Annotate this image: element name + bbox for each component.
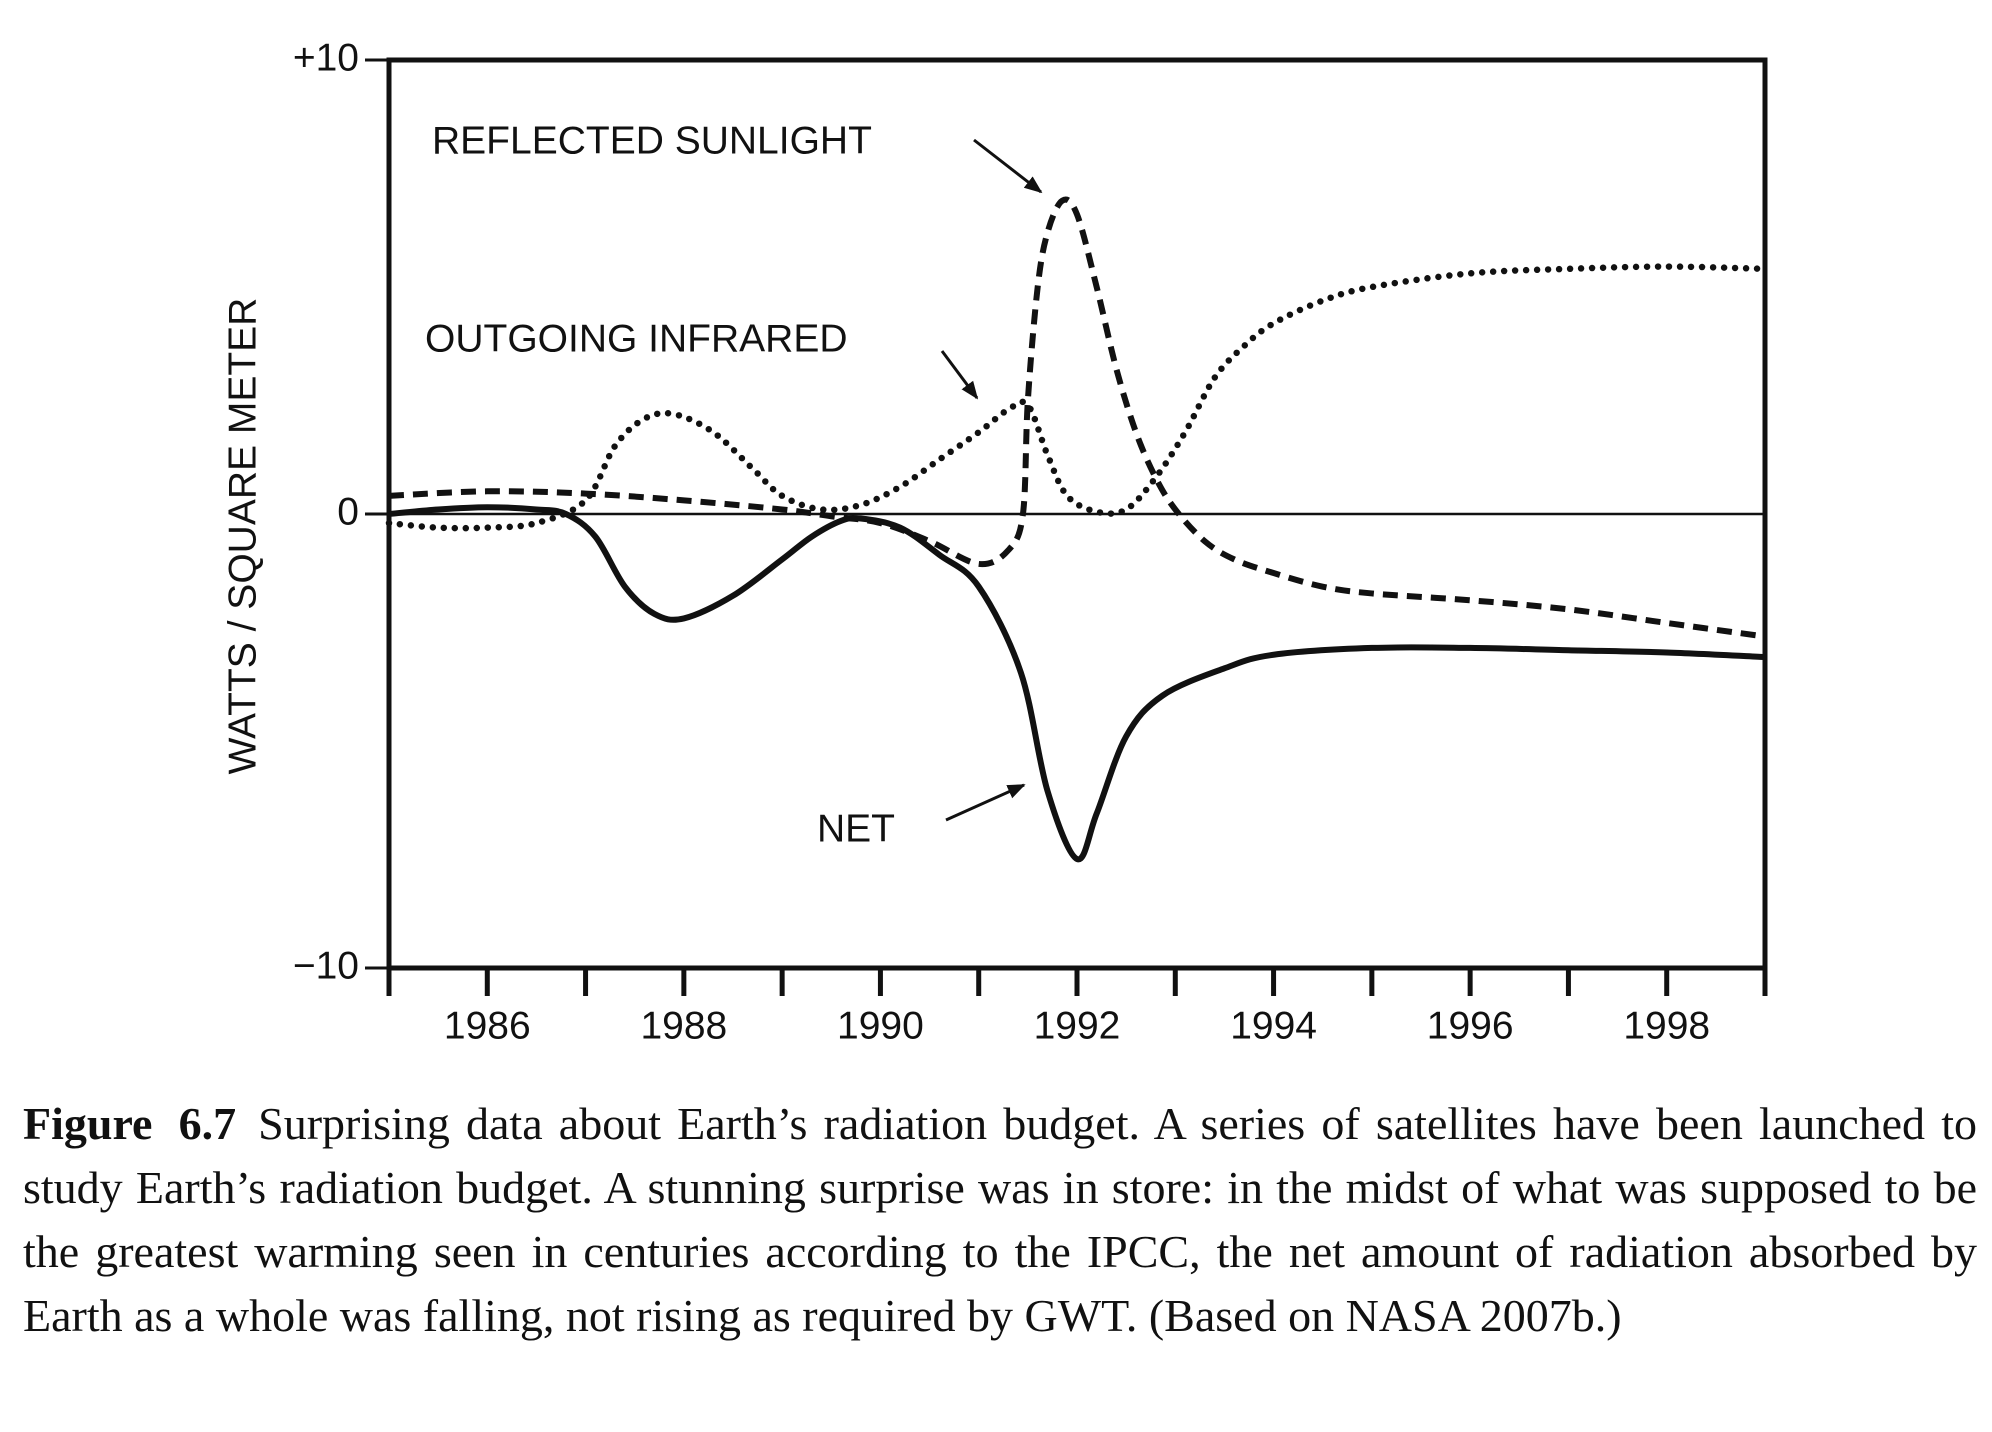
series-line xyxy=(388,504,1766,863)
x-tick-label: 1992 xyxy=(1034,1004,1121,1047)
caption-label: Figure 6.7 xyxy=(23,1098,237,1149)
y-tick-label: −10 xyxy=(293,944,359,987)
y-tick-label: +10 xyxy=(293,36,359,79)
plot-frame xyxy=(386,57,1768,971)
series-label: OUTGOING INFRARED xyxy=(425,317,848,360)
annotation-arrow xyxy=(945,783,1026,822)
x-tick-label: 1986 xyxy=(444,1004,531,1047)
chart: WATTS / SQUARE METER +10 0 −10 1986 1988 1990… xyxy=(221,36,1769,1047)
x-tick-label: 1988 xyxy=(640,1004,727,1047)
annotation-arrow xyxy=(973,138,1043,194)
caption-text: Surprising data about Earth’s radiation … xyxy=(23,1098,1977,1341)
x-tick-label: 1994 xyxy=(1230,1004,1317,1047)
caption: Figure 6.7 Surprising data about Earth’s … xyxy=(23,1092,1977,1348)
x-tick-label: 1998 xyxy=(1623,1004,1710,1047)
annotation-arrow xyxy=(940,350,979,400)
series-label: REFLECTED SUNLIGHT xyxy=(432,119,872,162)
y-tick-label: 0 xyxy=(337,490,359,533)
series-line xyxy=(385,263,1769,532)
y-axis-title: WATTS / SQUARE METER xyxy=(221,298,264,775)
series-label: NET xyxy=(817,807,895,850)
x-tick-label: 1990 xyxy=(837,1004,924,1047)
x-tick-label: 1996 xyxy=(1427,1004,1514,1047)
series-line xyxy=(388,196,1766,640)
